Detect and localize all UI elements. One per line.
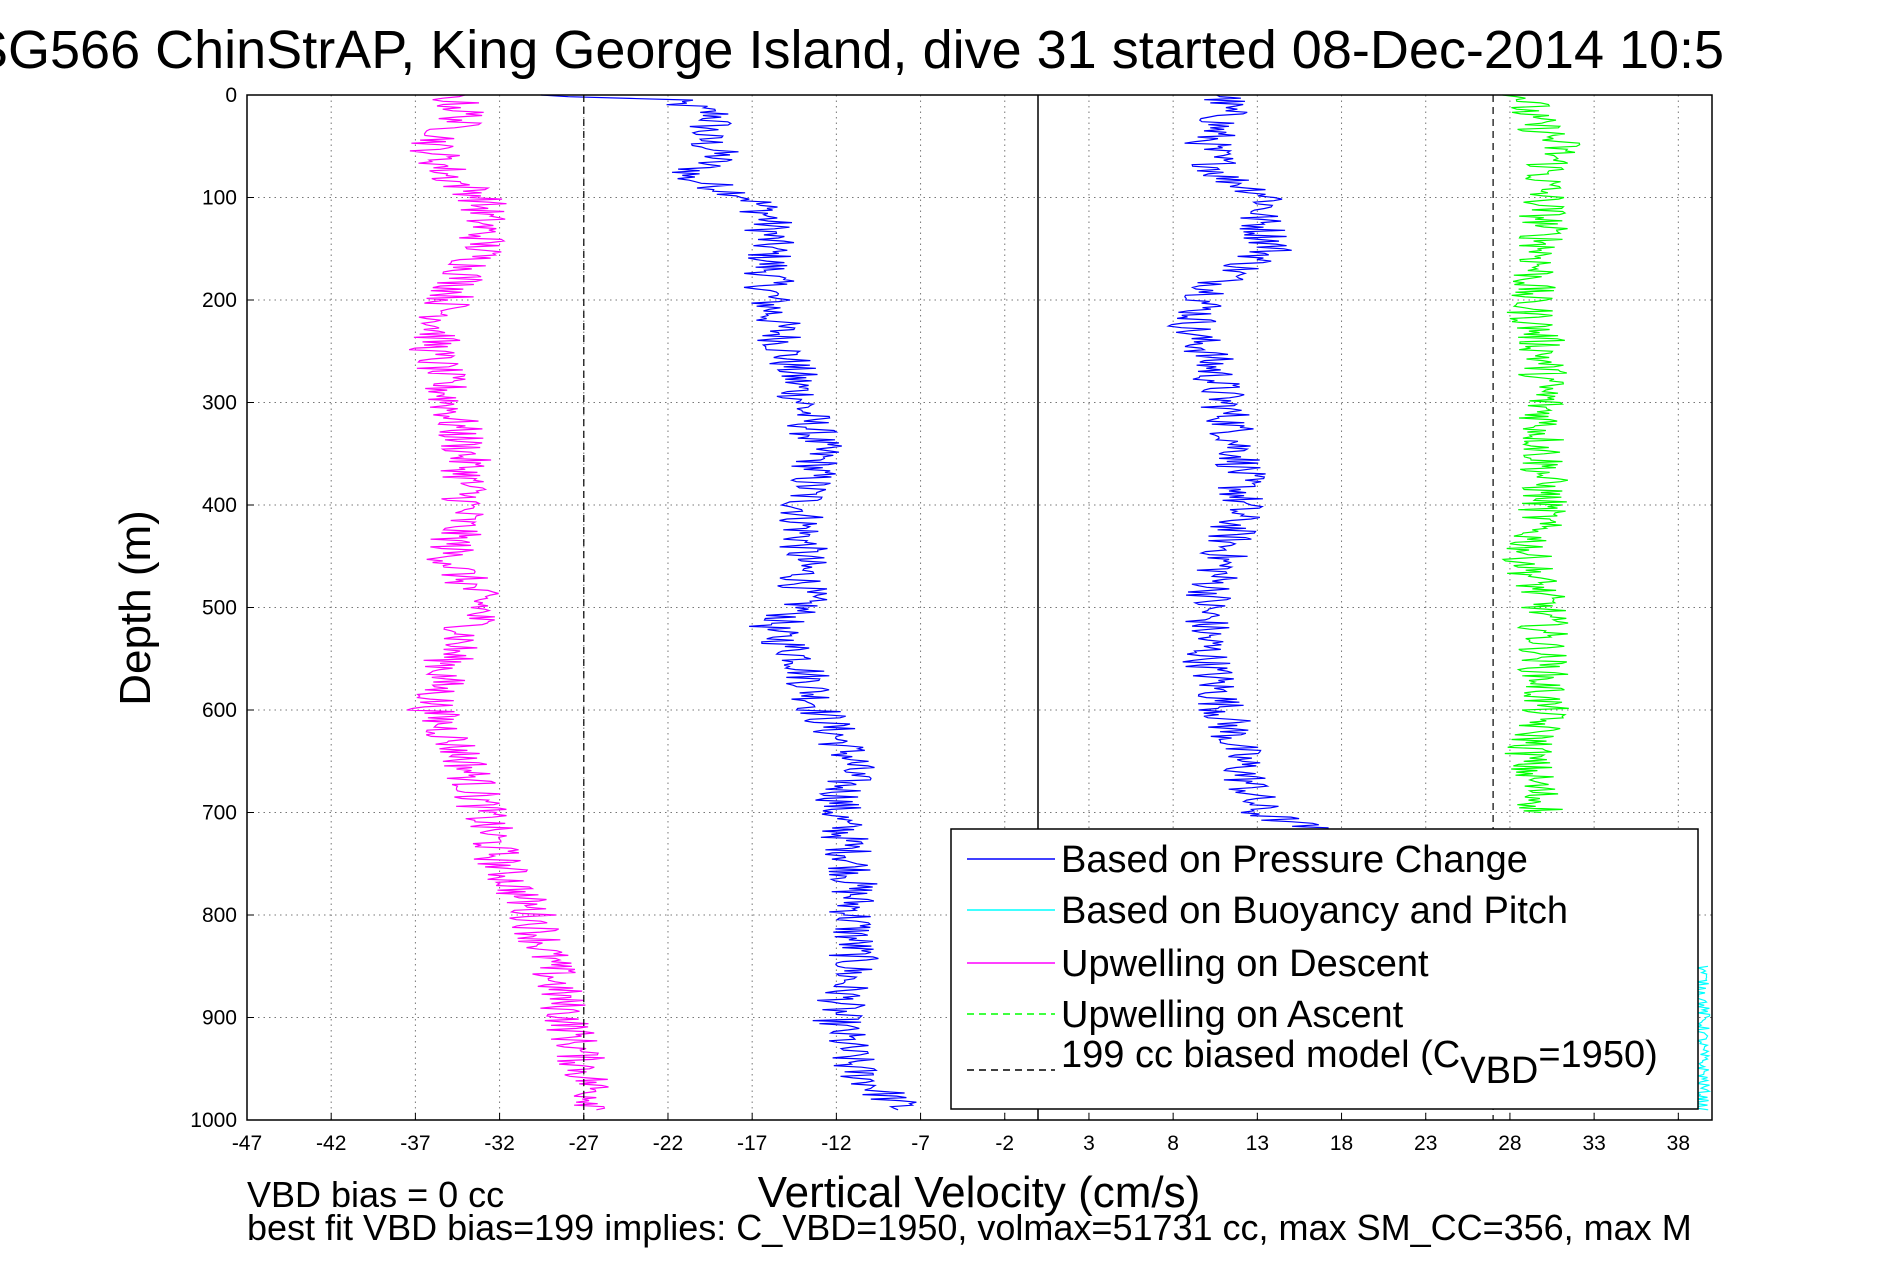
x-tick-label: 3 xyxy=(1083,1132,1095,1155)
x-tick-label: -37 xyxy=(400,1132,430,1155)
x-tick-label: 38 xyxy=(1667,1132,1690,1155)
x-tick-label: -47 xyxy=(232,1132,262,1155)
x-tick-label: -32 xyxy=(484,1132,514,1155)
note-vbd-bias: VBD bias = 0 cc xyxy=(247,1174,504,1215)
y-tick-label: 300 xyxy=(202,392,237,415)
series-line-1 xyxy=(1166,94,1329,829)
x-tick-label: 23 xyxy=(1414,1132,1437,1155)
x-tick-label: 28 xyxy=(1498,1132,1521,1155)
x-tick-label: -17 xyxy=(737,1132,767,1155)
legend-box xyxy=(950,828,1699,1110)
y-tick-label: 500 xyxy=(202,597,237,620)
y-tick-labels: 0 100 200 300 400 500 600 700 800 900 1000 xyxy=(190,84,237,1132)
series-line-2 xyxy=(406,94,609,1111)
x-tick-label: -7 xyxy=(911,1132,930,1155)
x-tick-label: 8 xyxy=(1167,1132,1179,1155)
y-tick-label: 100 xyxy=(202,187,237,210)
plot-frame xyxy=(246,94,1713,1121)
x-axis-label: Vertical Velocity (cm/s) xyxy=(758,1168,1201,1217)
x-tick-label: 18 xyxy=(1330,1132,1353,1155)
legend: Based on Pressure Change Based on Buoyan… xyxy=(950,828,1699,1110)
x-tick-labels: -47 -42 -37 -32 -27 -22 -17 -12 -7 -2 3 8 13 18 23 28 33… xyxy=(232,1132,1690,1155)
x-tick-label: -42 xyxy=(316,1132,346,1155)
x-tick-label: -27 xyxy=(569,1132,599,1155)
series-line-3 xyxy=(1501,94,1581,814)
x-tick-label: -2 xyxy=(995,1132,1014,1155)
series-line-0 xyxy=(541,94,917,1111)
y-axis-label: Depth (m) xyxy=(111,510,160,706)
legend-label-pressure: Based on Pressure Change xyxy=(1061,839,1528,881)
y-tick-label: 0 xyxy=(225,84,237,107)
legend-label-buoyancy: Based on Buoyancy and Pitch xyxy=(1061,890,1568,932)
y-tick-label: 900 xyxy=(202,1007,237,1030)
chart-title: SG566 ChinStrAP, King George Island, div… xyxy=(0,20,1724,80)
x-tick-label: 33 xyxy=(1582,1132,1605,1155)
legend-label-descent: Upwelling on Descent xyxy=(1061,943,1429,985)
y-tick-label: 700 xyxy=(202,802,237,825)
x-tick-label: -12 xyxy=(821,1132,851,1155)
y-tick-label: 800 xyxy=(202,904,237,927)
x-tick-label: -22 xyxy=(653,1132,683,1155)
legend-label-model: 199 cc biased model (CVBD=1950) xyxy=(1061,1034,1658,1092)
y-tick-label: 400 xyxy=(202,494,237,517)
x-tick-label: 13 xyxy=(1246,1132,1269,1155)
y-tick-label: 200 xyxy=(202,289,237,312)
y-tick-label: 1000 xyxy=(190,1109,237,1132)
note-best-fit: best fit VBD bias=199 implies: C_VBD=195… xyxy=(247,1207,1692,1248)
y-tick-label: 600 xyxy=(202,699,237,722)
legend-label-ascent: Upwelling on Ascent xyxy=(1061,994,1404,1036)
